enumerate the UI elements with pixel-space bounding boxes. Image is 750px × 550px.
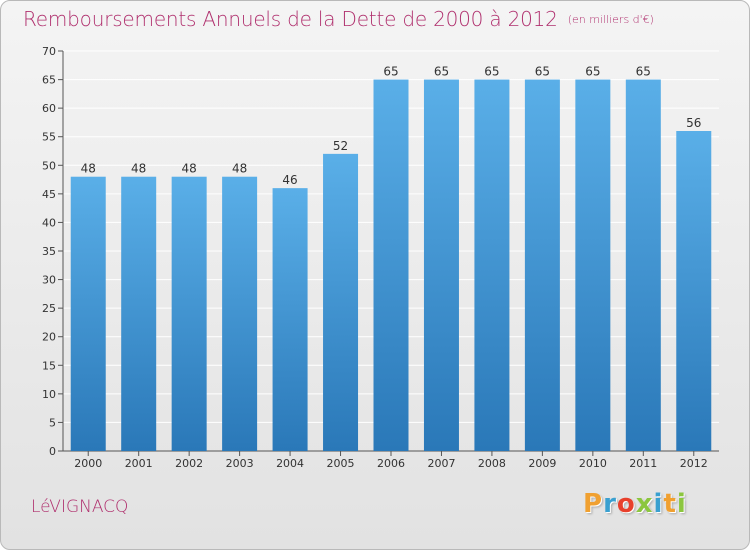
bar-2000: [70, 176, 106, 451]
value-label-2000: 48: [81, 162, 96, 176]
chart-unit: (en milliers d'€): [567, 13, 654, 26]
y-tick-label: 5: [49, 416, 56, 429]
commune-name: LéVIGNACQ: [31, 497, 129, 517]
proxiti-logo: Proxiti: [583, 489, 687, 519]
logo-letter: r: [603, 489, 617, 519]
value-label-2005: 52: [333, 139, 348, 153]
value-label-2002: 48: [182, 162, 197, 176]
logo-letter: i: [653, 489, 664, 519]
value-label-2007: 65: [434, 65, 449, 79]
y-tick-label: 30: [42, 274, 56, 287]
logo-letter: x: [635, 489, 654, 519]
value-label-2003: 48: [232, 162, 247, 176]
x-tick-label-2011: 2011: [629, 457, 657, 470]
y-tick-label: 25: [42, 302, 56, 315]
bar-2009: [524, 79, 560, 452]
logo-letter: o: [616, 489, 636, 519]
y-tick-label: 20: [42, 331, 56, 344]
y-tick-label: 40: [42, 216, 56, 229]
chart-title: Remboursements Annuels de la Dette de 20…: [23, 7, 558, 31]
y-tick-label: 45: [42, 188, 56, 201]
label-layer: 48 2000 48 2001 48 2002 48 2003 46 2004 52 2005 65 20…: [74, 65, 708, 470]
bar-2007: [423, 79, 459, 452]
value-label-2009: 65: [535, 65, 550, 79]
value-label-2010: 65: [585, 65, 600, 79]
value-label-2001: 48: [131, 162, 146, 176]
y-tick-label: 55: [42, 131, 56, 144]
bar-2003: [222, 176, 258, 451]
bar-2010: [575, 79, 611, 452]
bar-2001: [121, 176, 157, 451]
x-tick-label-2005: 2005: [327, 457, 355, 470]
value-label-2006: 65: [383, 65, 398, 79]
value-label-2004: 46: [282, 173, 297, 187]
x-tick-label-2007: 2007: [427, 457, 455, 470]
x-tick-label-2012: 2012: [680, 457, 708, 470]
bar-2004: [272, 188, 308, 451]
bar-2008: [474, 79, 510, 452]
y-tick-label: 70: [42, 45, 56, 58]
bar-2002: [171, 176, 207, 451]
bar-2005: [323, 153, 359, 451]
y-tick-label: 35: [42, 245, 56, 258]
bar-2006: [373, 79, 409, 452]
x-tick-label-2003: 2003: [226, 457, 254, 470]
y-tick-label: 10: [42, 388, 56, 401]
y-tick-label: 0: [49, 445, 56, 458]
x-tick-label-2006: 2006: [377, 457, 405, 470]
chart-title-block: Remboursements Annuels de la Dette de 20…: [23, 7, 654, 31]
x-tick-label-2000: 2000: [74, 457, 102, 470]
logo-letter: t: [663, 489, 677, 519]
bar-2012: [676, 131, 712, 451]
y-tick-label: 65: [42, 74, 56, 87]
y-tick-label: 50: [42, 159, 56, 172]
x-tick-label-2004: 2004: [276, 457, 304, 470]
logo-letter: P: [583, 489, 604, 519]
x-tick-label-2001: 2001: [125, 457, 153, 470]
value-label-2008: 65: [484, 65, 499, 79]
value-label-2011: 65: [636, 65, 651, 79]
x-tick-label-2008: 2008: [478, 457, 506, 470]
x-tick-label-2002: 2002: [175, 457, 203, 470]
value-label-2012: 56: [686, 116, 701, 130]
x-tick-label-2009: 2009: [528, 457, 556, 470]
y-tick-label: 60: [42, 102, 56, 115]
bar-2011: [625, 79, 661, 452]
logo-letter: i: [676, 489, 687, 519]
x-tick-label-2010: 2010: [579, 457, 607, 470]
y-tick-label: 15: [42, 359, 56, 372]
bar-layer: [70, 79, 712, 452]
